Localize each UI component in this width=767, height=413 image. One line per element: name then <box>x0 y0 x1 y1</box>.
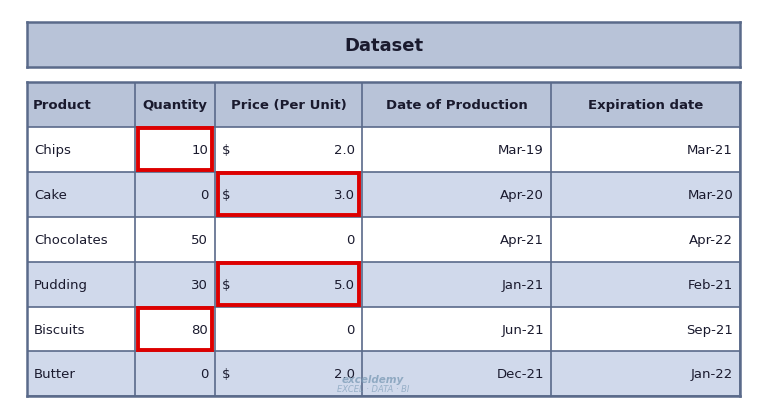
Text: Expiration date: Expiration date <box>588 99 703 112</box>
Bar <box>218 173 359 216</box>
Text: Apr-21: Apr-21 <box>500 233 544 246</box>
Text: 3.0: 3.0 <box>334 188 355 201</box>
Text: 30: 30 <box>191 278 208 291</box>
Text: Apr-22: Apr-22 <box>689 233 733 246</box>
Text: 80: 80 <box>191 323 208 336</box>
Text: Quantity: Quantity <box>143 99 208 112</box>
Bar <box>138 129 212 171</box>
Text: Chocolates: Chocolates <box>34 233 107 246</box>
Text: Mar-20: Mar-20 <box>687 188 733 201</box>
Text: 5.0: 5.0 <box>334 278 355 291</box>
Text: Jun-21: Jun-21 <box>502 323 544 336</box>
Text: Mar-19: Mar-19 <box>499 143 544 157</box>
Text: 0: 0 <box>199 368 208 380</box>
Text: exceldemy: exceldemy <box>341 374 404 384</box>
Text: Cake: Cake <box>34 188 67 201</box>
Text: Product: Product <box>32 99 91 112</box>
Text: Date of Production: Date of Production <box>386 99 528 112</box>
Text: 0: 0 <box>347 233 355 246</box>
Text: 0: 0 <box>347 323 355 336</box>
Text: Pudding: Pudding <box>34 278 88 291</box>
Text: Mar-21: Mar-21 <box>687 143 733 157</box>
Text: Chips: Chips <box>34 143 71 157</box>
Text: 2.0: 2.0 <box>334 368 355 380</box>
Text: $: $ <box>222 188 231 201</box>
Text: Dataset: Dataset <box>344 36 423 55</box>
Text: $: $ <box>222 143 231 157</box>
Bar <box>27 172 740 217</box>
Text: Jan-21: Jan-21 <box>502 278 544 291</box>
Bar <box>27 128 740 172</box>
Text: $: $ <box>222 368 231 380</box>
Text: 0: 0 <box>199 188 208 201</box>
Text: Biscuits: Biscuits <box>34 323 85 336</box>
Bar <box>27 351 740 396</box>
Bar <box>27 217 740 262</box>
Bar <box>138 308 212 350</box>
Text: Sep-21: Sep-21 <box>686 323 733 336</box>
Bar <box>27 307 740 351</box>
Bar <box>218 263 359 306</box>
Text: Butter: Butter <box>34 368 76 380</box>
Text: 2.0: 2.0 <box>334 143 355 157</box>
Text: Feb-21: Feb-21 <box>688 278 733 291</box>
Bar <box>27 262 740 307</box>
Text: 50: 50 <box>191 233 208 246</box>
Text: Jan-22: Jan-22 <box>691 368 733 380</box>
Text: Apr-20: Apr-20 <box>500 188 544 201</box>
Text: Price (Per Unit): Price (Per Unit) <box>231 99 347 112</box>
Bar <box>27 83 740 128</box>
Text: Dec-21: Dec-21 <box>496 368 544 380</box>
Text: EXCEL · DATA · BI: EXCEL · DATA · BI <box>337 384 409 393</box>
Text: 10: 10 <box>191 143 208 157</box>
Text: $: $ <box>222 278 231 291</box>
